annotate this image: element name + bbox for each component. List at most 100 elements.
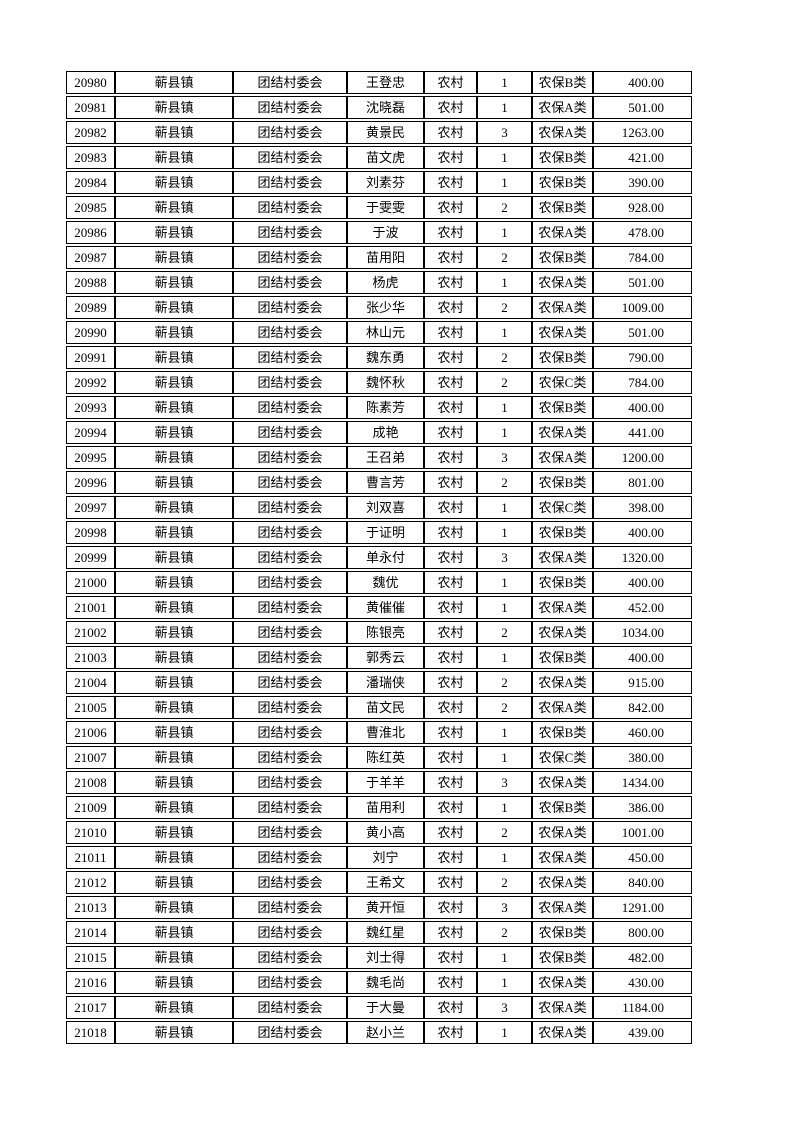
cell-person-name: 曹言芳: [347, 471, 424, 494]
cell-village-committee: 团结村委会: [233, 121, 347, 144]
cell-person-count: 1: [477, 421, 532, 444]
cell-village-committee: 团结村委会: [233, 646, 347, 669]
cell-residence-type: 农村: [424, 696, 477, 719]
cell-village-committee: 团结村委会: [233, 696, 347, 719]
cell-town: 蕲县镇: [115, 146, 233, 169]
cell-town: 蕲县镇: [115, 821, 233, 844]
cell-record-id: 21013: [66, 896, 115, 919]
cell-person-count: 3: [477, 546, 532, 569]
cell-town: 蕲县镇: [115, 896, 233, 919]
cell-village-committee: 团结村委会: [233, 846, 347, 869]
cell-person-name: 刘双喜: [347, 496, 424, 519]
cell-amount: 450.00: [593, 846, 692, 869]
cell-amount: 501.00: [593, 271, 692, 294]
table-row: 21018 蕲县镇 团结村委会 赵小兰 农村 1 农保A类 439.00: [66, 1021, 692, 1044]
cell-town: 蕲县镇: [115, 246, 233, 269]
cell-amount: 1200.00: [593, 446, 692, 469]
cell-residence-type: 农村: [424, 996, 477, 1019]
cell-person-count: 2: [477, 471, 532, 494]
cell-village-committee: 团结村委会: [233, 921, 347, 944]
cell-insurance-category: 农保A类: [532, 871, 593, 894]
cell-person-count: 1: [477, 521, 532, 544]
cell-insurance-category: 农保A类: [532, 1021, 593, 1044]
cell-village-committee: 团结村委会: [233, 371, 347, 394]
cell-person-count: 3: [477, 896, 532, 919]
cell-person-name: 赵小兰: [347, 1021, 424, 1044]
cell-insurance-category: 农保B类: [532, 346, 593, 369]
cell-amount: 400.00: [593, 521, 692, 544]
cell-insurance-category: 农保B类: [532, 246, 593, 269]
cell-record-id: 21012: [66, 871, 115, 894]
cell-person-name: 陈红英: [347, 746, 424, 769]
table-row: 20997 蕲县镇 团结村委会 刘双喜 农村 1 农保C类 398.00: [66, 496, 692, 519]
cell-residence-type: 农村: [424, 1021, 477, 1044]
cell-person-name: 黄催催: [347, 596, 424, 619]
cell-record-id: 21003: [66, 646, 115, 669]
cell-person-name: 于雯雯: [347, 196, 424, 219]
cell-insurance-category: 农保A类: [532, 671, 593, 694]
cell-residence-type: 农村: [424, 471, 477, 494]
cell-town: 蕲县镇: [115, 646, 233, 669]
cell-amount: 421.00: [593, 146, 692, 169]
cell-person-name: 魏东勇: [347, 346, 424, 369]
cell-town: 蕲县镇: [115, 696, 233, 719]
cell-person-count: 3: [477, 121, 532, 144]
cell-town: 蕲县镇: [115, 71, 233, 94]
cell-insurance-category: 农保A类: [532, 296, 593, 319]
table-row: 21012 蕲县镇 团结村委会 王希文 农村 2 农保A类 840.00: [66, 871, 692, 894]
table-row: 21007 蕲县镇 团结村委会 陈红英 农村 1 农保C类 380.00: [66, 746, 692, 769]
cell-amount: 400.00: [593, 71, 692, 94]
cell-insurance-category: 农保A类: [532, 846, 593, 869]
cell-insurance-category: 农保A类: [532, 446, 593, 469]
cell-person-count: 3: [477, 996, 532, 1019]
cell-record-id: 21014: [66, 921, 115, 944]
cell-person-count: 2: [477, 196, 532, 219]
cell-village-committee: 团结村委会: [233, 96, 347, 119]
table-row: 21013 蕲县镇 团结村委会 黄开恒 农村 3 农保A类 1291.00: [66, 896, 692, 919]
cell-amount: 801.00: [593, 471, 692, 494]
cell-person-name: 陈银亮: [347, 621, 424, 644]
cell-person-count: 1: [477, 571, 532, 594]
cell-person-count: 1: [477, 496, 532, 519]
cell-person-count: 2: [477, 871, 532, 894]
cell-person-name: 张少华: [347, 296, 424, 319]
cell-person-name: 王召弟: [347, 446, 424, 469]
cell-town: 蕲县镇: [115, 871, 233, 894]
cell-town: 蕲县镇: [115, 196, 233, 219]
cell-village-committee: 团结村委会: [233, 171, 347, 194]
cell-amount: 1001.00: [593, 821, 692, 844]
cell-residence-type: 农村: [424, 621, 477, 644]
cell-insurance-category: 农保A类: [532, 271, 593, 294]
cell-village-committee: 团结村委会: [233, 246, 347, 269]
cell-record-id: 21007: [66, 746, 115, 769]
cell-record-id: 21015: [66, 946, 115, 969]
table-row: 21016 蕲县镇 团结村委会 魏毛尚 农村 1 农保A类 430.00: [66, 971, 692, 994]
cell-town: 蕲县镇: [115, 971, 233, 994]
cell-insurance-category: 农保B类: [532, 521, 593, 544]
cell-village-committee: 团结村委会: [233, 746, 347, 769]
cell-person-count: 2: [477, 296, 532, 319]
table-row: 20981 蕲县镇 团结村委会 沈晓磊 农村 1 农保A类 501.00: [66, 96, 692, 119]
cell-amount: 398.00: [593, 496, 692, 519]
cell-town: 蕲县镇: [115, 596, 233, 619]
cell-insurance-category: 农保A类: [532, 421, 593, 444]
cell-residence-type: 农村: [424, 796, 477, 819]
cell-person-count: 2: [477, 371, 532, 394]
cell-insurance-category: 农保C类: [532, 496, 593, 519]
cell-person-name: 魏红星: [347, 921, 424, 944]
cell-village-committee: 团结村委会: [233, 946, 347, 969]
cell-insurance-category: 农保A类: [532, 321, 593, 344]
cell-person-count: 1: [477, 96, 532, 119]
table-row: 21010 蕲县镇 团结村委会 黄小高 农村 2 农保A类 1001.00: [66, 821, 692, 844]
cell-person-count: 2: [477, 671, 532, 694]
cell-residence-type: 农村: [424, 846, 477, 869]
cell-person-count: 1: [477, 271, 532, 294]
cell-amount: 430.00: [593, 971, 692, 994]
cell-insurance-category: 农保C类: [532, 371, 593, 394]
cell-village-committee: 团结村委会: [233, 1021, 347, 1044]
cell-person-count: 2: [477, 821, 532, 844]
cell-residence-type: 农村: [424, 596, 477, 619]
cell-amount: 390.00: [593, 171, 692, 194]
cell-town: 蕲县镇: [115, 171, 233, 194]
cell-village-committee: 团结村委会: [233, 471, 347, 494]
